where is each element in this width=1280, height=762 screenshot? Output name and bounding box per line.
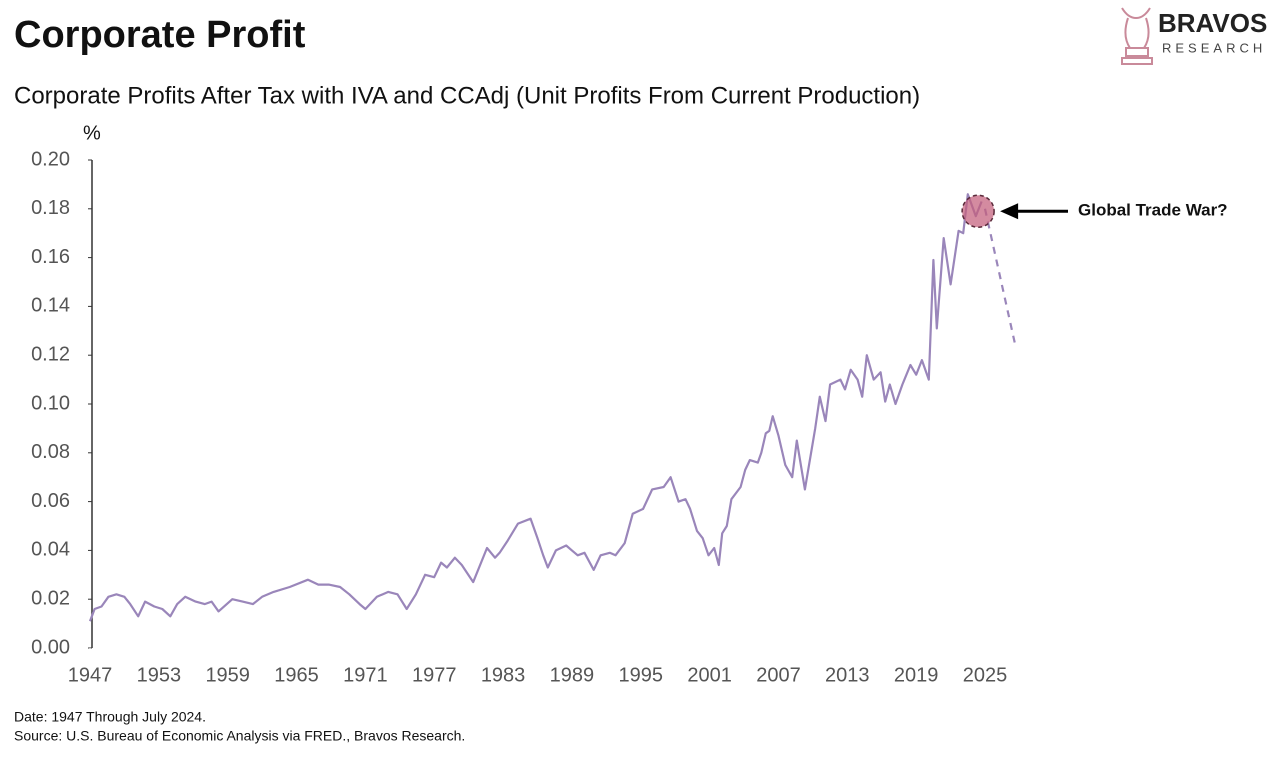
y-tick-label: 0.08	[31, 441, 70, 463]
y-tick-label: 0.12	[31, 343, 70, 365]
x-tick-label: 1983	[481, 664, 526, 686]
x-tick-label: 2019	[894, 664, 939, 686]
y-tick-label: 0.00	[31, 636, 70, 658]
x-tick-label: 1989	[550, 664, 595, 686]
y-axis-label: %	[83, 122, 101, 144]
x-tick-label: 1977	[412, 664, 457, 686]
y-tick-label: 0.14	[31, 295, 70, 317]
x-tick-label: 1995	[619, 664, 664, 686]
x-tick-label: 1947	[68, 664, 113, 686]
highlight-circle	[961, 194, 995, 228]
x-tick-label: 1971	[343, 664, 388, 686]
note: Date: 1947 Through July 2024.	[14, 709, 206, 725]
y-tick-label: 0.10	[31, 392, 70, 414]
note: Source: U.S. Bureau of Economic Analysis…	[14, 728, 465, 744]
x-tick-label: 1959	[205, 664, 250, 686]
brand-sub: RESEARCH	[1162, 40, 1266, 55]
x-tick-label: 1965	[274, 664, 319, 686]
chart-subtitle: Corporate Profits After Tax with IVA and…	[14, 82, 920, 109]
x-tick-label: 2013	[825, 664, 870, 686]
data-line	[88, 193, 983, 622]
y-tick-label: 0.06	[31, 490, 70, 512]
brand-name: BRAVOS	[1158, 8, 1267, 38]
x-tick-label: 2025	[963, 664, 1008, 686]
projection-line	[983, 208, 1016, 344]
y-tick-label: 0.18	[31, 197, 70, 219]
y-tick-label: 0.20	[31, 148, 70, 170]
x-tick-label: 2001	[687, 664, 732, 686]
x-tick-label: 1953	[137, 664, 182, 686]
x-tick-label: 2007	[756, 664, 801, 686]
logo-icon	[1121, 7, 1153, 65]
y-tick-label: 0.16	[31, 246, 70, 268]
annotation: Global Trade War?	[1078, 201, 1228, 220]
y-tick-label: 0.02	[31, 587, 70, 609]
chart-title: Corporate Profit	[14, 14, 306, 56]
y-tick-label: 0.04	[31, 539, 70, 561]
arrow-head	[1000, 203, 1019, 220]
